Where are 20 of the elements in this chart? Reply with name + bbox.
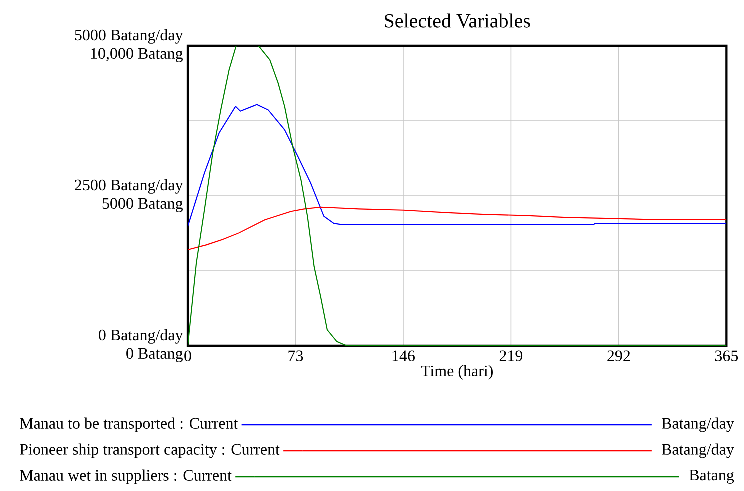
y-tick-label: 0 Batang/day: [99, 329, 184, 344]
x-tick-label: 365: [715, 350, 738, 362]
x-tick-label: 73: [288, 350, 304, 362]
chart-title: Selected Variables: [385, 14, 530, 28]
y2-tick-label: 10,000 Batang: [91, 48, 183, 62]
x-tick-label: 219: [500, 350, 523, 362]
x-tick-label: 0: [184, 350, 192, 362]
text: Batang/day: [662, 444, 734, 458]
y-tick-label: 2500 Batang/day: [75, 179, 184, 194]
legend-label: Manau wet in suppliers : Current: [20, 470, 232, 484]
legend-label: Pioneer ship transport capacity : Current: [20, 444, 280, 458]
y-tick-label: 5000 Batang/day: [75, 29, 184, 44]
legend-label: Manau to be transported : Current: [20, 418, 238, 432]
x-axis-title: Time (hari): [421, 365, 493, 380]
text: Batang/day: [662, 418, 734, 432]
x-tick-label: 146: [392, 350, 415, 362]
text: Batang: [690, 470, 734, 484]
y2-tick-label: 0 Batang: [126, 348, 183, 362]
x-tick-label: 292: [608, 350, 630, 362]
y2-tick-label: 5000 Batang: [102, 198, 183, 212]
